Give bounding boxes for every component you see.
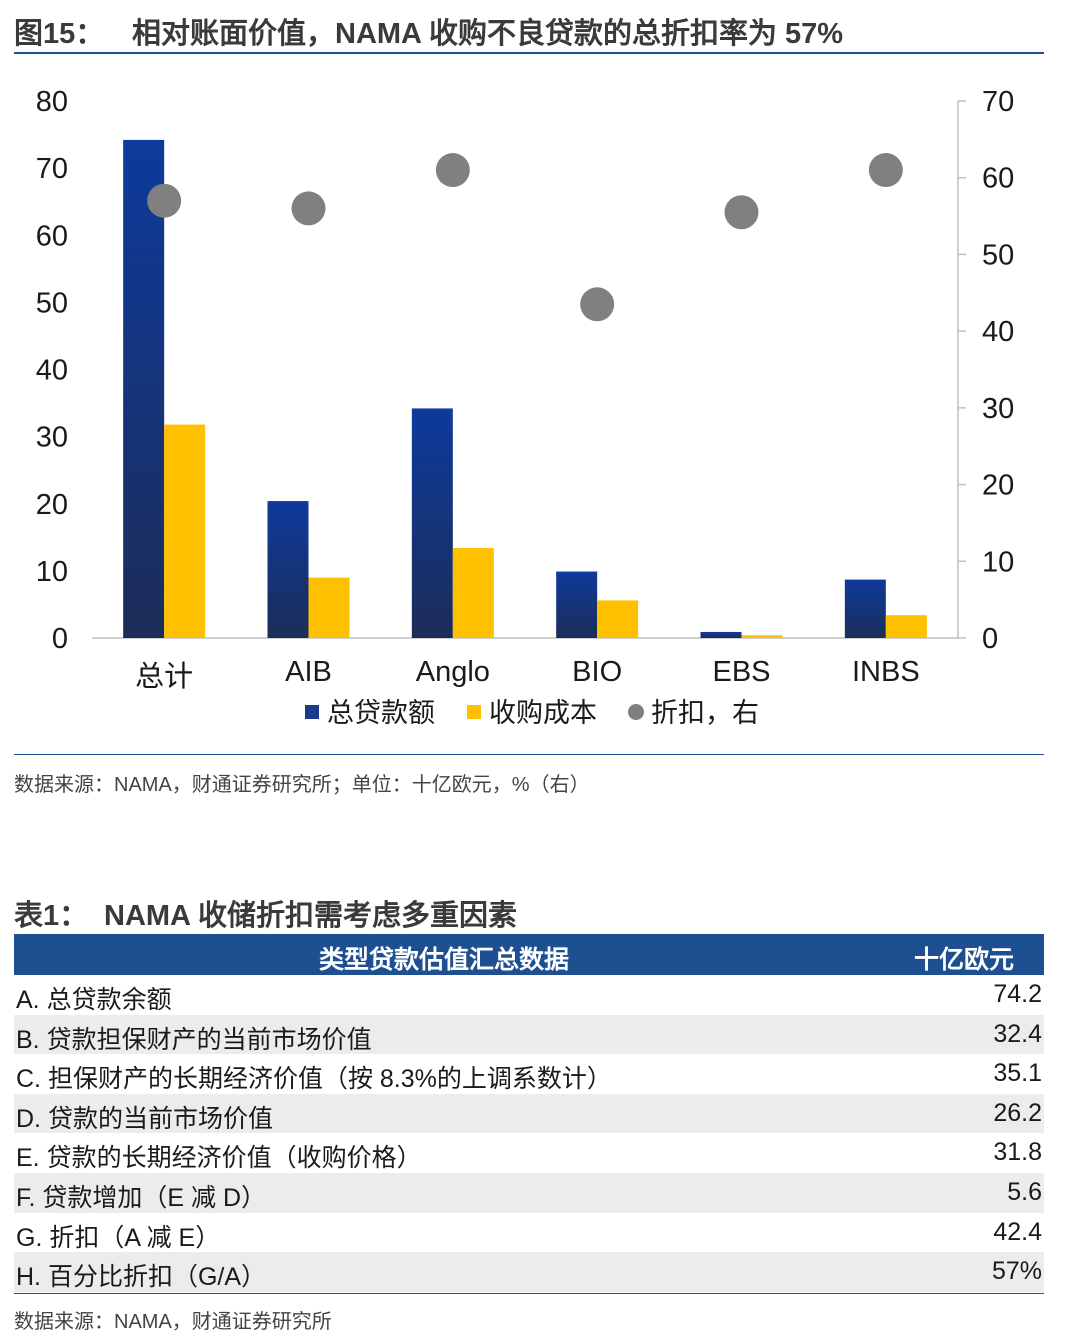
bar-total-loans: [123, 139, 165, 638]
table-title-text: NAMA 收储折扣需考虑多重因素: [104, 900, 517, 932]
row-value: 42.4: [993, 1217, 1042, 1246]
point-discount: [724, 195, 759, 230]
table-number: 表1：: [14, 900, 89, 932]
bar-acquisition-cost: [308, 577, 350, 638]
table-bottom-rule: [14, 1293, 1044, 1294]
bar-total-loans: [700, 631, 742, 638]
left-tick-label: 50: [36, 287, 68, 319]
table-row: A. 总贷款余额 74.2: [14, 975, 1044, 1015]
row-value: 5.6: [1007, 1177, 1042, 1206]
bar-acquisition-cost: [885, 615, 927, 638]
table-title: 表1： NAMA 收储折扣需考虑多重因素: [14, 892, 517, 934]
row-value: 35.1: [993, 1059, 1042, 1088]
legend-swatch: [305, 705, 319, 719]
row-label: C. 担保财产的长期经济价值（按 8.3%的上调系数计）: [16, 1065, 612, 1094]
point-discount: [435, 153, 470, 188]
table-row: F. 贷款增加（E 减 D） 5.6: [14, 1172, 1044, 1213]
valuation-table: 类型贷款估值汇总数据 十亿欧元 A. 总贷款余额 74.2 B. 贷款担保财产的当前…: [14, 934, 1044, 1292]
table-header-label: 类型贷款估值汇总数据: [318, 946, 569, 974]
point-discount: [868, 153, 903, 188]
left-tick-label: 80: [36, 86, 68, 118]
row-label: H. 百分比折扣（G/A）: [16, 1263, 267, 1292]
legend: 总贷款额 收购成本 折扣，右: [305, 698, 759, 728]
scatter-points: [147, 153, 903, 322]
point-discount: [291, 191, 326, 226]
right-tick-label: 20: [982, 470, 1014, 502]
row-value: 26.2: [993, 1098, 1042, 1127]
bar-acquisition-cost: [597, 600, 639, 638]
left-tick-label: 20: [36, 489, 68, 521]
bar-acquisition-cost: [741, 635, 783, 638]
x-category-label: BIO: [572, 656, 622, 688]
table-row: D. 贷款的当前市场价值 26.2: [14, 1093, 1044, 1134]
row-label: E. 贷款的长期经济价值（收购价格）: [16, 1144, 422, 1173]
figure-title-text: 相对账面价值，NAMA 收购不良贷款的总折扣率为 57%: [132, 18, 844, 50]
x-category-label: 总计: [135, 660, 193, 693]
table-source: 数据来源：NAMA，财通证券研究所: [14, 1311, 332, 1333]
point-discount: [147, 183, 182, 218]
table-row: G. 折扣（A 减 E） 42.4: [14, 1213, 1044, 1253]
x-category-label: AIB: [285, 656, 332, 688]
right-tick-label: 70: [982, 86, 1014, 118]
legend-label: 收购成本: [489, 698, 597, 728]
right-tick-label: 30: [982, 393, 1014, 425]
table-row: E. 贷款的长期经济价值（收购价格） 31.8: [14, 1133, 1044, 1173]
bar-total-loans: [556, 571, 598, 638]
row-value: 32.4: [993, 1019, 1042, 1048]
table-header-unit: 十亿欧元: [913, 946, 1014, 974]
right-tick-label: 0: [982, 623, 998, 655]
row-value: 57%: [991, 1257, 1042, 1286]
row-label: A. 总贷款余额: [16, 986, 172, 1014]
bar-acquisition-cost: [164, 424, 206, 638]
left-tick-label: 10: [36, 556, 68, 588]
point-discount: [580, 287, 615, 322]
legend-swatch: [628, 704, 644, 720]
bar-acquisition-cost: [452, 548, 494, 638]
row-label: F. 贷款增加（E 减 D）: [16, 1183, 267, 1212]
legend-swatch: [467, 705, 481, 719]
figure-title: 图15： 相对账面价值，NAMA 收购不良贷款的总折扣率为 57%: [14, 10, 1044, 50]
bar-total-loans: [267, 501, 309, 638]
table-body: A. 总贷款余额 74.2 B. 贷款担保财产的当前市场价值 32.4 C. 担保财产的…: [14, 975, 1044, 1292]
legend-label: 总贷款额: [327, 698, 435, 728]
figure-source: 数据来源：NAMA，财通证券研究所；单位：十亿欧元，%（右）: [14, 774, 590, 796]
row-label: B. 贷款担保财产的当前市场价值: [16, 1025, 372, 1054]
table-row: H. 百分比折扣（G/A） 57%: [14, 1252, 1044, 1292]
right-tick-label: 50: [982, 239, 1014, 271]
right-tick-label: 40: [982, 316, 1014, 348]
left-y-axis: 0 10 20 30 40 50 60 70 80: [36, 86, 958, 655]
legend-label: 折扣，右: [651, 698, 759, 728]
left-tick-label: 30: [36, 422, 68, 454]
right-y-axis: 0 10 20 30 40 50 60 70: [957, 86, 1014, 655]
right-tick-label: 10: [982, 546, 1014, 578]
row-label: G. 折扣（A 减 E）: [16, 1223, 221, 1252]
bars: [123, 139, 927, 638]
x-category-label: INBS: [852, 656, 920, 688]
left-tick-label: 0: [52, 623, 68, 655]
figure-number: 图15：: [14, 18, 105, 50]
left-tick-label: 40: [36, 355, 68, 387]
row-label: D. 贷款的当前市场价值: [16, 1104, 273, 1133]
row-value: 31.8: [993, 1138, 1042, 1167]
table-row: C. 担保财产的长期经济价值（按 8.3%的上调系数计） 35.1: [14, 1054, 1044, 1094]
table-header: 类型贷款估值汇总数据 十亿欧元: [14, 934, 1044, 975]
x-category-label: EBS: [712, 656, 770, 688]
x-axis-labels: 总计 AIB Anglo BIO EBS INBS: [135, 656, 920, 693]
row-value: 74.2: [993, 980, 1042, 1008]
x-category-label: Anglo: [416, 656, 490, 688]
figure-title-rule: [14, 52, 1044, 54]
figure-source-rule: [14, 754, 1044, 755]
bar-total-loans: [411, 408, 453, 638]
right-tick-label: 60: [982, 163, 1014, 195]
bar-total-loans: [844, 579, 886, 638]
table-row: B. 贷款担保财产的当前市场价值 32.4: [14, 1014, 1044, 1055]
left-tick-label: 70: [36, 153, 68, 185]
combo-chart: 0 10 20 30 40 50 60 70 80 0 10 20 30 40 50 60 70 总计 AIB A…: [36, 86, 1015, 728]
left-tick-label: 60: [36, 220, 68, 252]
